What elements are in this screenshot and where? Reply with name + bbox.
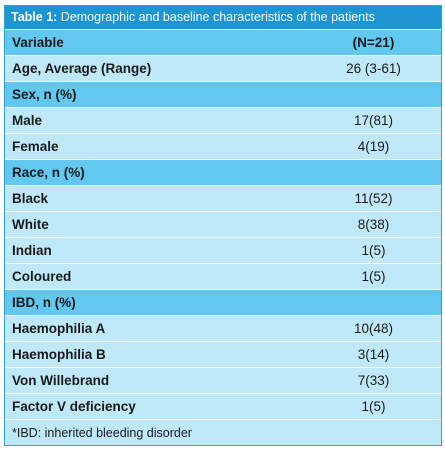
table-row: IBD, n (%) bbox=[5, 289, 441, 315]
row-value: 1(5) bbox=[272, 264, 441, 289]
table-row: Indian 1(5) bbox=[5, 237, 441, 263]
table-row: Race, n (%) bbox=[5, 159, 441, 185]
caption-label: Table 1: bbox=[11, 10, 57, 24]
table-row: Haemophilia B 3(14) bbox=[5, 341, 441, 367]
table-caption: Table 1: Demographic and baseline charac… bbox=[5, 6, 441, 29]
row-variable: Black bbox=[5, 186, 272, 211]
row-variable: Female bbox=[5, 134, 272, 159]
row-value bbox=[272, 290, 441, 315]
table-row: Factor V deficiency 1(5) bbox=[5, 393, 441, 419]
row-variable: Factor V deficiency bbox=[5, 394, 272, 419]
table-header-row: Variable (N=21) bbox=[5, 29, 441, 55]
row-value: 8(38) bbox=[272, 212, 441, 237]
row-variable: Von Willebrand bbox=[5, 368, 272, 393]
row-variable: Male bbox=[5, 108, 272, 133]
row-variable: Coloured bbox=[5, 264, 272, 289]
header-variable: Variable bbox=[5, 30, 272, 55]
row-value: 1(5) bbox=[272, 238, 441, 263]
row-variable: White bbox=[5, 212, 272, 237]
row-value: 3(14) bbox=[272, 342, 441, 367]
row-value: 11(52) bbox=[272, 186, 441, 211]
header-value: (N=21) bbox=[272, 30, 441, 55]
table-row: Female 4(19) bbox=[5, 133, 441, 159]
demographics-table: Table 1: Demographic and baseline charac… bbox=[4, 5, 442, 446]
row-value bbox=[272, 82, 441, 107]
row-value: 10(48) bbox=[272, 316, 441, 341]
caption-text: Demographic and baseline characteristics… bbox=[57, 10, 375, 24]
row-value: 4(19) bbox=[272, 134, 441, 159]
row-value: 1(5) bbox=[272, 394, 441, 419]
row-variable: IBD, n (%) bbox=[5, 290, 272, 315]
row-variable: Race, n (%) bbox=[5, 160, 272, 185]
table-row: Male 17(81) bbox=[5, 107, 441, 133]
row-value: 7(33) bbox=[272, 368, 441, 393]
row-variable: Haemophilia B bbox=[5, 342, 272, 367]
row-variable: Age, Average (Range) bbox=[5, 56, 272, 81]
row-variable: Indian bbox=[5, 238, 272, 263]
row-value: 17(81) bbox=[272, 108, 441, 133]
table-row: Coloured 1(5) bbox=[5, 263, 441, 289]
table-row: White 8(38) bbox=[5, 211, 441, 237]
table-body: Age, Average (Range) 26 (3-61) Sex, n (%)… bbox=[5, 55, 441, 419]
row-variable: Haemophilia A bbox=[5, 316, 272, 341]
table-footnote: *IBD: inherited bleeding disorder bbox=[5, 419, 441, 445]
row-variable: Sex, n (%) bbox=[5, 82, 272, 107]
table-row: Von Willebrand 7(33) bbox=[5, 367, 441, 393]
table-row: Haemophilia A 10(48) bbox=[5, 315, 441, 341]
table-row: Sex, n (%) bbox=[5, 81, 441, 107]
row-value: 26 (3-61) bbox=[272, 56, 441, 81]
table-row: Age, Average (Range) 26 (3-61) bbox=[5, 55, 441, 81]
row-value bbox=[272, 160, 441, 185]
table-row: Black 11(52) bbox=[5, 185, 441, 211]
